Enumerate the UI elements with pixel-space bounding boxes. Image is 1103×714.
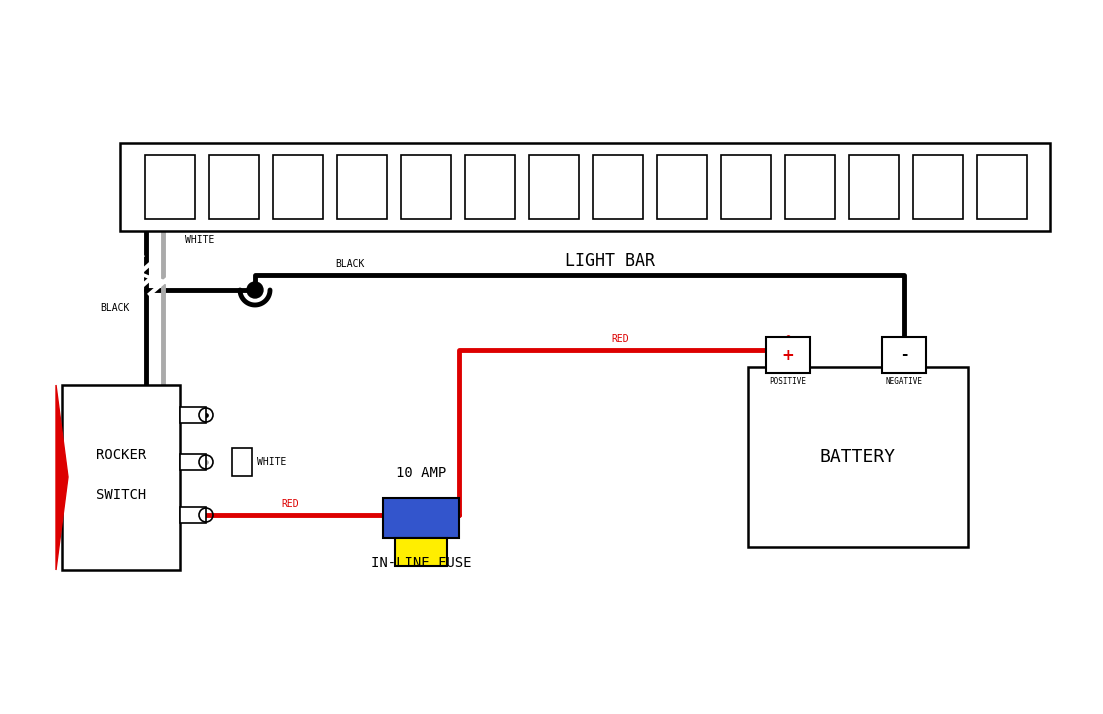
Text: SWITCH: SWITCH — [96, 488, 146, 502]
Text: BATTERY: BATTERY — [820, 448, 896, 466]
Text: -: - — [901, 348, 907, 363]
Bar — [180, 407, 206, 423]
Bar — [882, 337, 927, 373]
Bar — [913, 155, 963, 219]
Bar — [395, 538, 447, 566]
Bar — [144, 155, 195, 219]
Bar — [465, 155, 515, 219]
Bar — [529, 155, 579, 219]
Bar — [383, 498, 459, 538]
Bar — [849, 155, 899, 219]
Bar — [657, 155, 707, 219]
Bar — [765, 337, 810, 373]
Bar — [338, 155, 387, 219]
Bar — [274, 155, 323, 219]
Circle shape — [247, 282, 263, 298]
Text: BLACK: BLACK — [100, 303, 130, 313]
Bar — [785, 155, 835, 219]
Text: +: + — [782, 348, 794, 363]
Text: POSITIVE: POSITIVE — [770, 377, 806, 386]
Text: NEGATIVE: NEGATIVE — [886, 377, 922, 386]
Polygon shape — [56, 385, 68, 570]
Text: WHITE: WHITE — [185, 235, 215, 245]
Bar — [748, 367, 968, 547]
Text: WHITE: WHITE — [257, 457, 287, 467]
Text: RED: RED — [611, 334, 629, 344]
Bar — [180, 507, 206, 523]
Bar — [401, 155, 451, 219]
Text: BLACK: BLACK — [335, 259, 365, 269]
Text: 10 AMP: 10 AMP — [396, 466, 446, 480]
Bar — [593, 155, 643, 219]
Bar — [180, 454, 206, 470]
Text: LIGHT BAR: LIGHT BAR — [565, 252, 655, 270]
Bar — [232, 448, 251, 476]
Text: ROCKER: ROCKER — [96, 448, 146, 462]
Bar — [62, 385, 180, 570]
Bar — [208, 155, 259, 219]
Bar — [120, 143, 1050, 231]
Bar — [977, 155, 1027, 219]
Text: IN-LINE FUSE: IN-LINE FUSE — [371, 556, 471, 570]
Text: RED: RED — [281, 499, 299, 509]
Bar — [721, 155, 771, 219]
